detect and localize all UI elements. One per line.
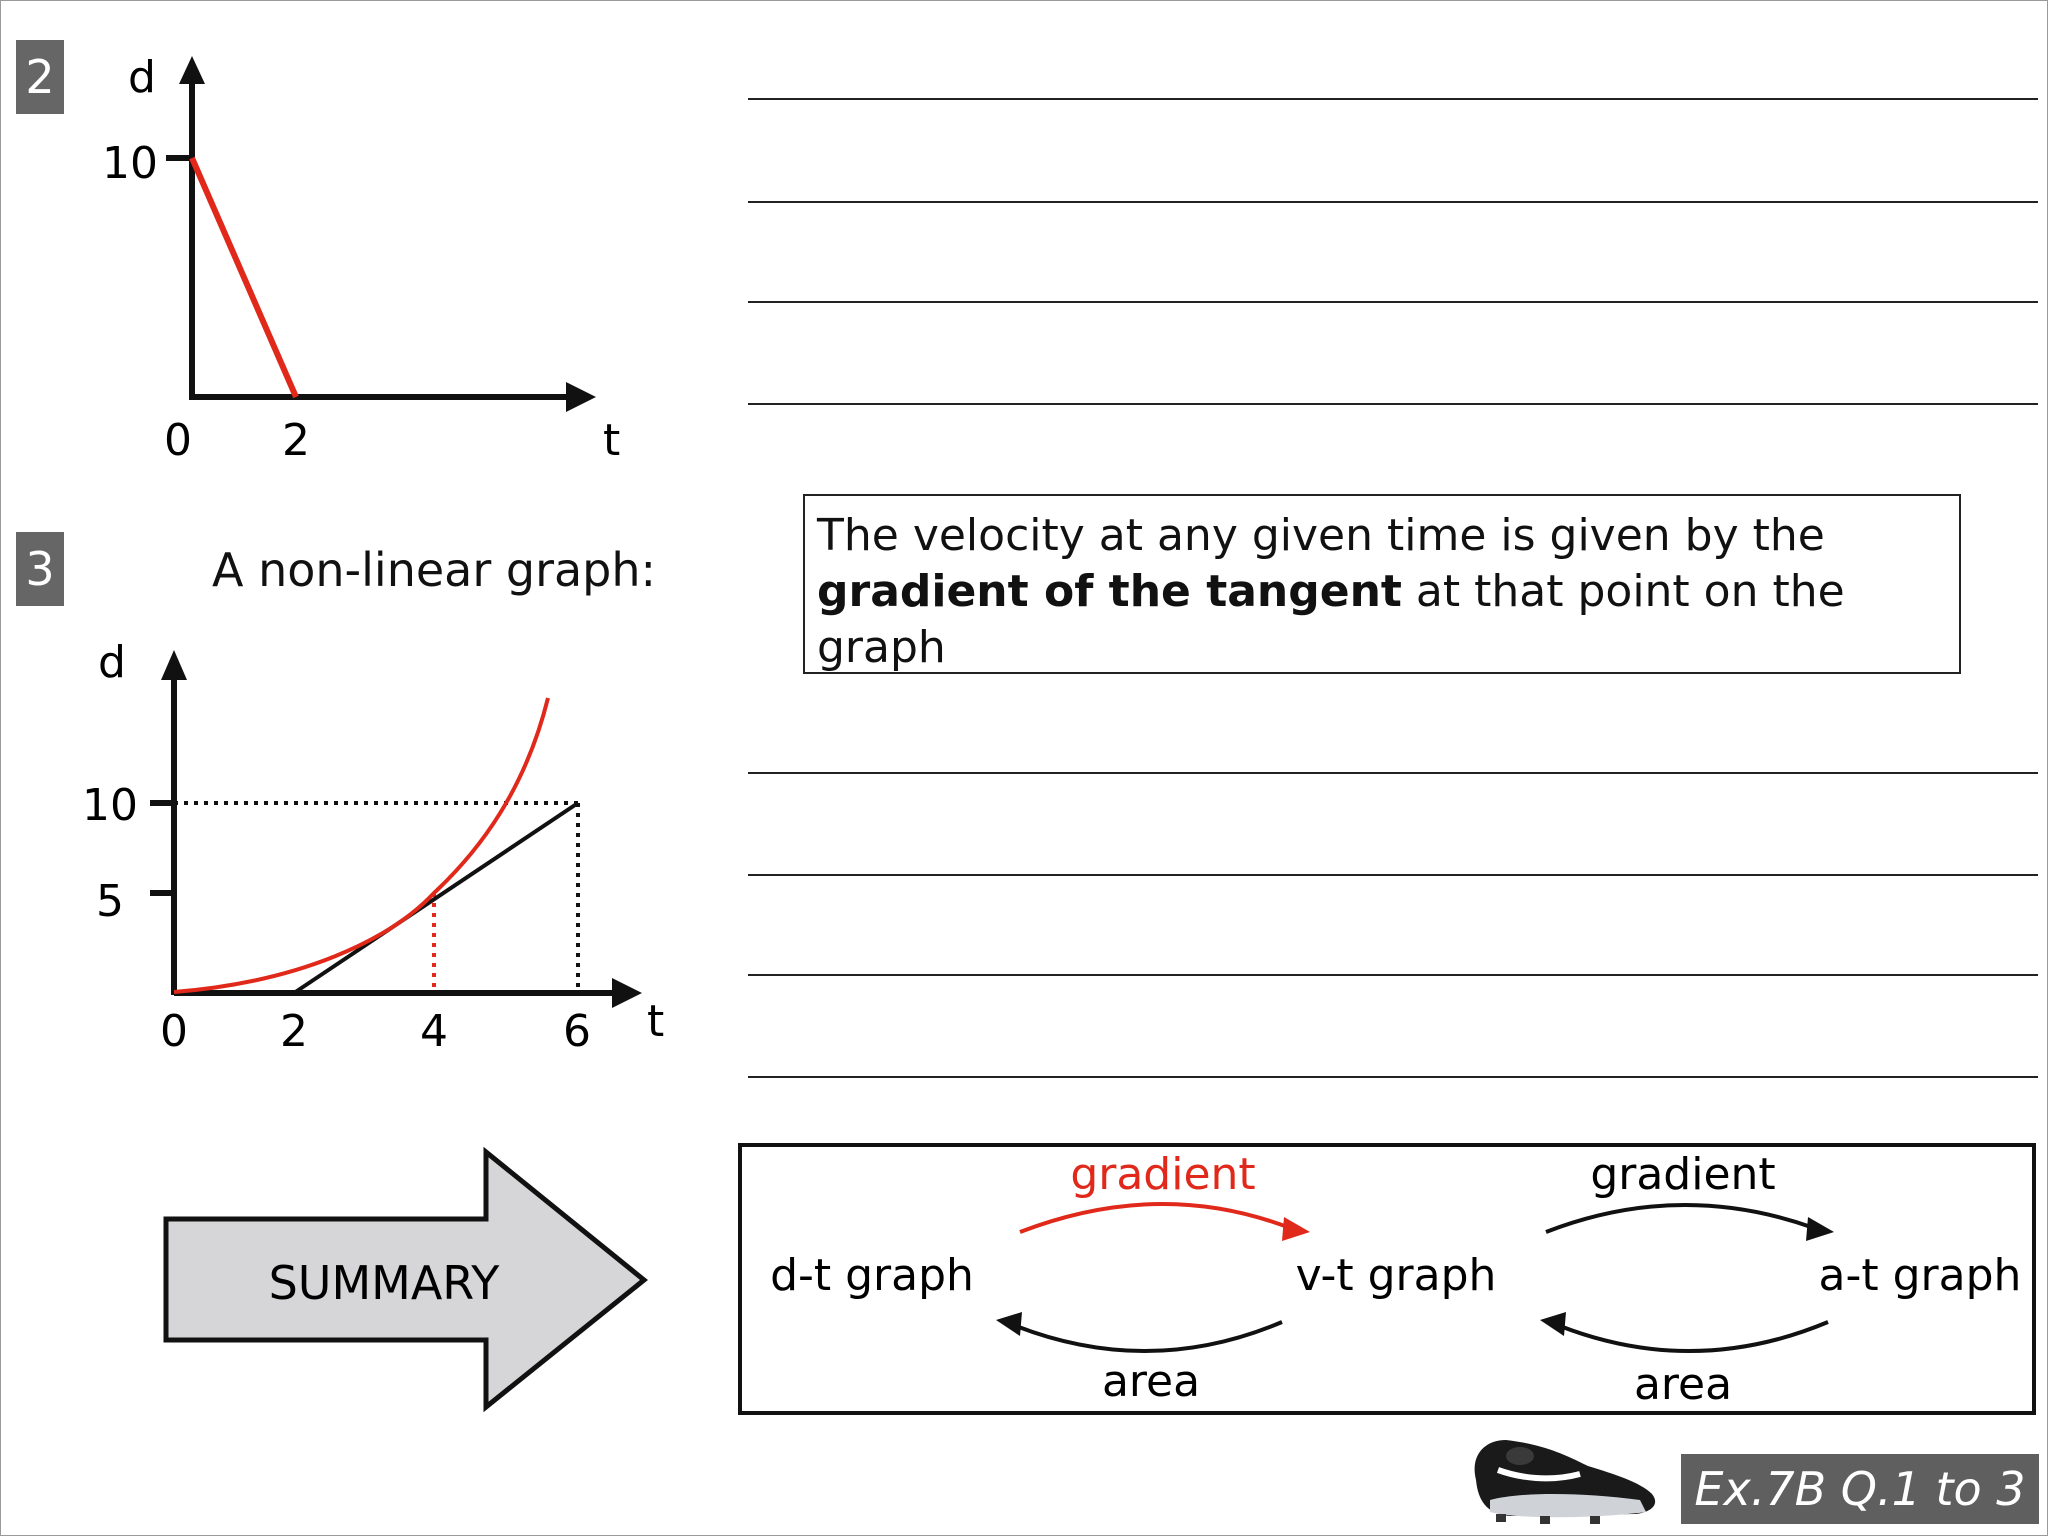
q2-x-axis-label: t [603,415,620,466]
answer-line [748,974,2038,976]
vt-graph-label: v-t graph [1296,1250,1497,1301]
definition-text-part2: at that point on the graph [817,566,1845,673]
q3-y-axis-arrowhead [161,650,187,680]
answer-line [748,201,2038,203]
q2-y-axis-arrowhead [179,56,205,84]
q2-y-axis-label: d [128,52,156,103]
q3-curve [173,697,550,994]
q3-y-axis-label: d [98,637,126,688]
summary-arrow-shape [163,1146,648,1413]
gradient-arrowhead-vt-at [1806,1217,1834,1241]
gradient-arrow-dt-vt [1019,1201,1291,1234]
area-arrow-at-vt [1559,1320,1829,1354]
area-label-2: area [1634,1359,1732,1410]
area-arrow-vt-dt [1015,1320,1283,1354]
answer-line [748,301,2038,303]
answer-line [748,98,2038,100]
q3-tangent-line [292,801,580,995]
gradient-label-red: gradient [1070,1149,1255,1200]
answer-line [748,874,2038,876]
area-arrowhead-vt-dt [996,1312,1022,1336]
question-2-badge: 2 [16,40,64,114]
q3-y-tick-label-10: 10 [82,780,138,831]
q2-y-tick-label-10: 10 [102,138,158,189]
answer-line [748,772,2038,774]
q3-x-tick-label-0: 0 [160,1006,188,1057]
q3-heading: A non-linear graph: [212,543,657,597]
q2-x-tick-label-2: 2 [282,415,310,466]
summary-box [738,1143,2036,1415]
q2-x-axis-arrowhead [566,382,596,412]
gradient-arrow-vt-at [1545,1202,1815,1234]
answer-line [748,1076,2038,1078]
q3-x-tick-label-2: 2 [280,1006,308,1057]
q3-y-tick-label-5: 5 [96,876,124,927]
gradient-label-black: gradient [1590,1149,1775,1200]
definition-text-bold: gradient of the tangent [817,566,1402,617]
q3-x-axis-label: t [647,996,664,1047]
q3-x-tick-label-6: 6 [563,1006,591,1057]
dt-graph-label: d-t graph [770,1250,974,1301]
area-label-1: area [1102,1356,1200,1407]
q2-x-tick-label-0: 0 [164,415,192,466]
gradient-arrowhead-dt-vt [1282,1217,1310,1241]
definition-box: The velocity at any given time is given … [803,494,1961,674]
q3-x-axis-arrowhead [612,978,642,1008]
area-arrowhead-at-vt [1540,1312,1566,1336]
answer-line [748,403,2038,405]
q3-x-tick-label-4: 4 [420,1006,448,1057]
question-3-badge: 3 [16,532,64,606]
summary-arrow-label: SUMMARY [269,1256,501,1310]
definition-text-part1: The velocity at any given time is given … [817,510,1825,561]
at-graph-label: a-t graph [1819,1250,2022,1301]
exercise-reference-badge: Ex.7B Q.1 to 3 [1681,1454,2039,1524]
q2-series-line [189,156,299,399]
